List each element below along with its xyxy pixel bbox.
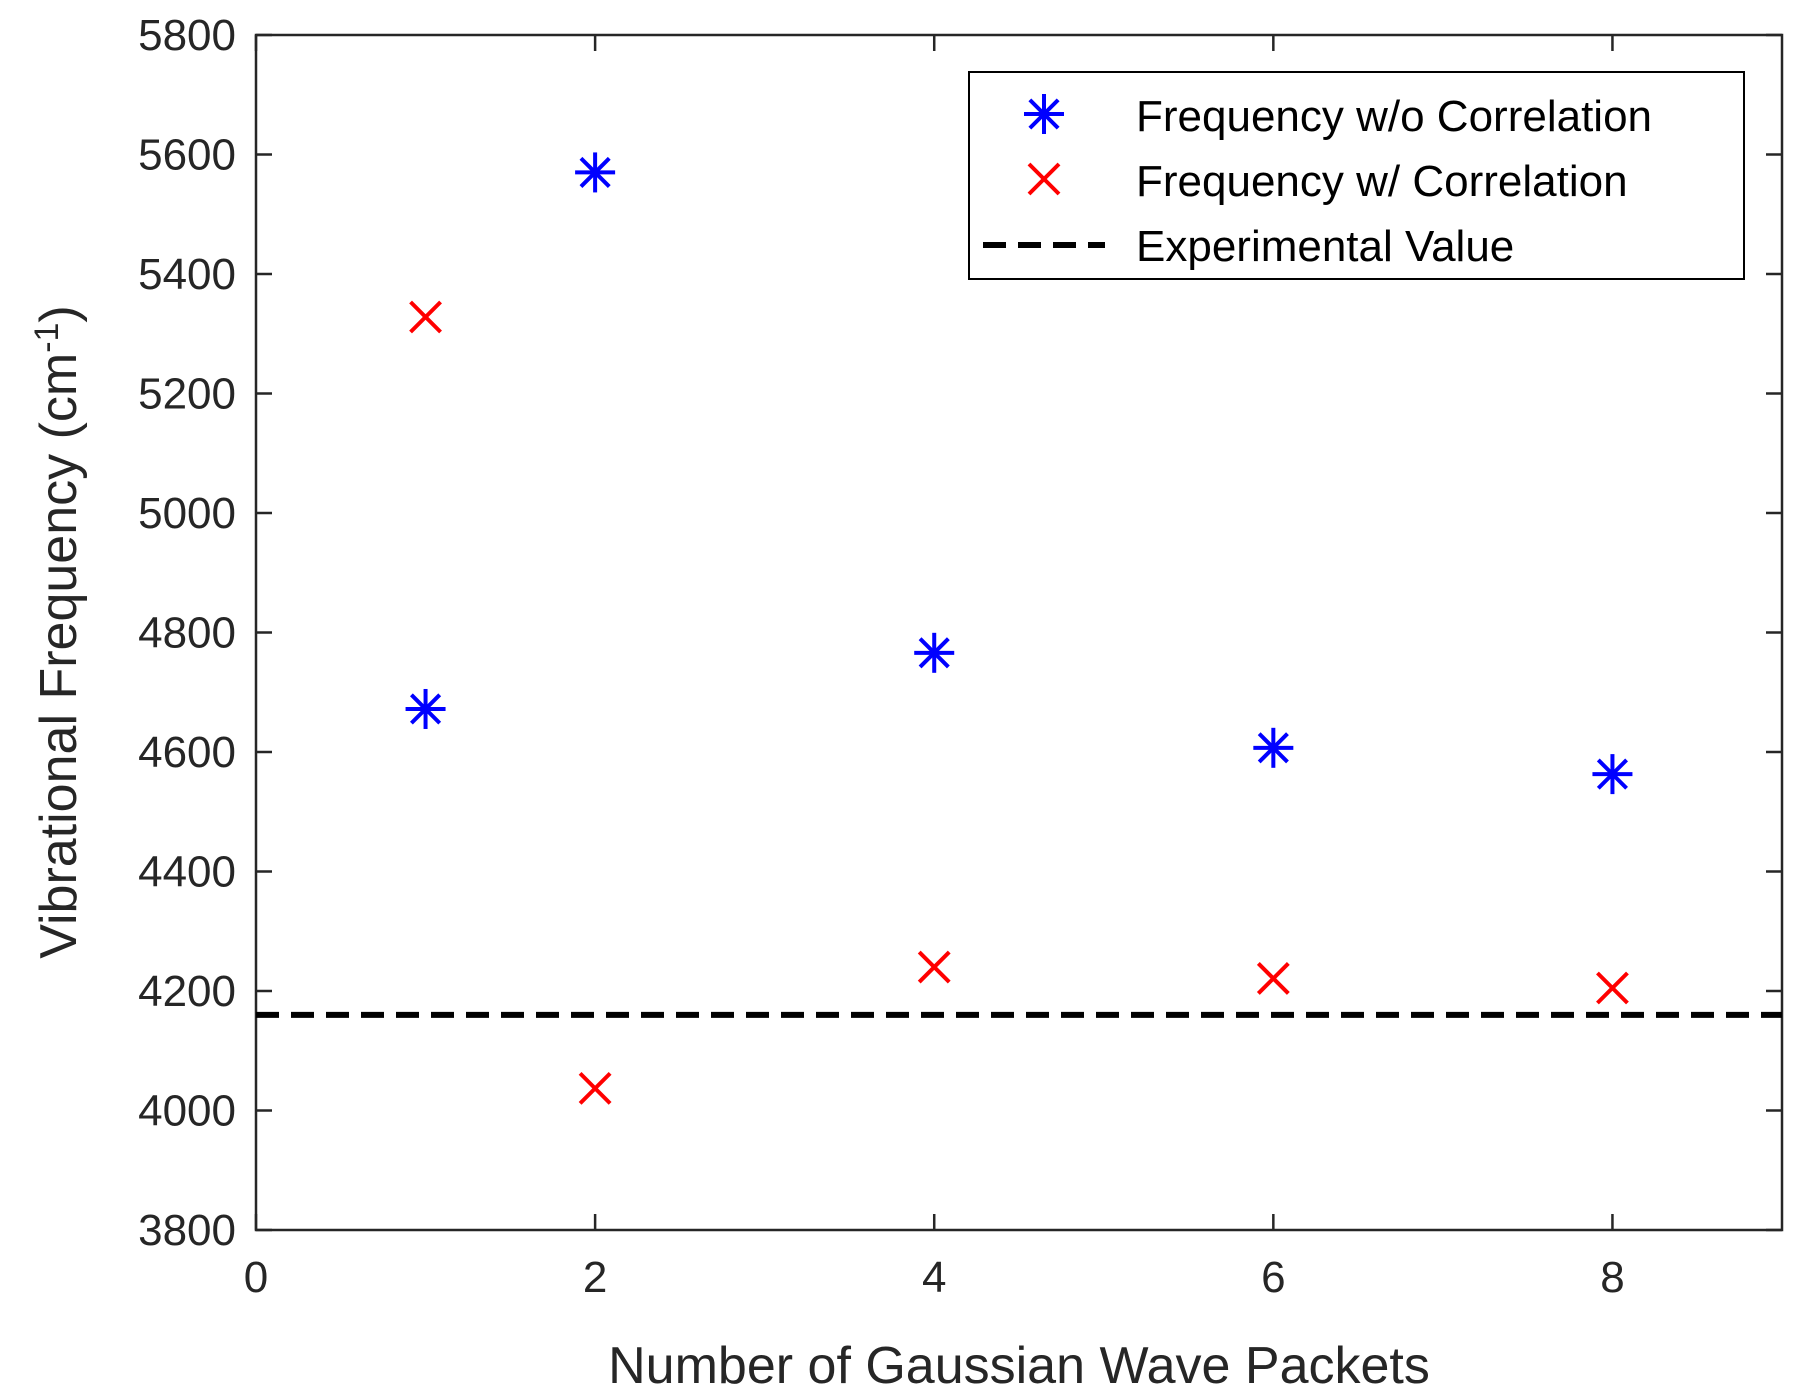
legend-marker-x [1027, 162, 1061, 196]
y-axis-title-close: ) [30, 305, 88, 322]
y-axis-title-superscript: -1 [28, 323, 66, 353]
x-data-point [409, 300, 442, 334]
asterisk-data-point [405, 688, 446, 729]
y-tick-label: 4000 [138, 1087, 236, 1136]
x-data-point [578, 1071, 612, 1105]
series-without-correlation [405, 152, 1633, 795]
legend-label-without-correlation: Frequency w/o Correlation [1136, 92, 1652, 141]
legend-item-experimental: Experimental Value [983, 222, 1514, 271]
y-tick-label: 5800 [138, 11, 236, 60]
asterisk-data-point [1592, 754, 1633, 795]
x-data-point [917, 950, 951, 984]
y-tick-label: 4600 [138, 728, 236, 777]
asterisk-data-point [575, 152, 616, 193]
x-tick-label: 0 [244, 1253, 268, 1302]
x-data-point [1256, 962, 1290, 995]
y-tick-label: 5000 [138, 489, 236, 538]
y-tick-label: 5200 [138, 370, 236, 419]
x-tick-label: 4 [922, 1253, 946, 1302]
asterisk-data-point [1253, 727, 1294, 768]
legend-item-with-correlation: Frequency w/ Correlation [1027, 157, 1628, 206]
y-axis-title: Vibrational Frequency (cm-1) [28, 305, 88, 959]
y-tick-label: 4800 [138, 609, 236, 658]
y-tick-label: 5400 [138, 250, 236, 299]
x-tick-label: 2 [583, 1253, 607, 1302]
x-axis-title: Number of Gaussian Wave Packets [608, 1337, 1430, 1395]
data-points [405, 152, 1633, 1105]
legend-label-with-correlation: Frequency w/ Correlation [1136, 157, 1628, 206]
asterisk-data-point [914, 632, 955, 673]
x-tick-label: 6 [1261, 1253, 1285, 1302]
x-tick-label: 8 [1600, 1253, 1624, 1302]
legend-item-without-correlation: Frequency w/o Correlation [1024, 92, 1652, 141]
legend: Frequency w/o Correlation Frequency w/ C… [968, 71, 1745, 280]
y-tick-label: 4400 [138, 848, 236, 897]
series-with-correlation [409, 300, 1629, 1105]
y-tick-label: 5600 [138, 131, 236, 180]
legend-label-experimental: Experimental Value [1136, 222, 1514, 271]
y-axis-title-main: Vibrational Frequency (cm [30, 353, 88, 959]
y-tick-label: 3800 [138, 1206, 236, 1255]
y-tick-label: 4200 [138, 967, 236, 1016]
x-data-point [1596, 971, 1629, 1005]
axis-ticks: 0 2 4 6 8 3800 4000 4200 4400 4600 4800 5000 5200 540… [138, 11, 1782, 1302]
legend-marker-asterisk [1024, 94, 1064, 134]
